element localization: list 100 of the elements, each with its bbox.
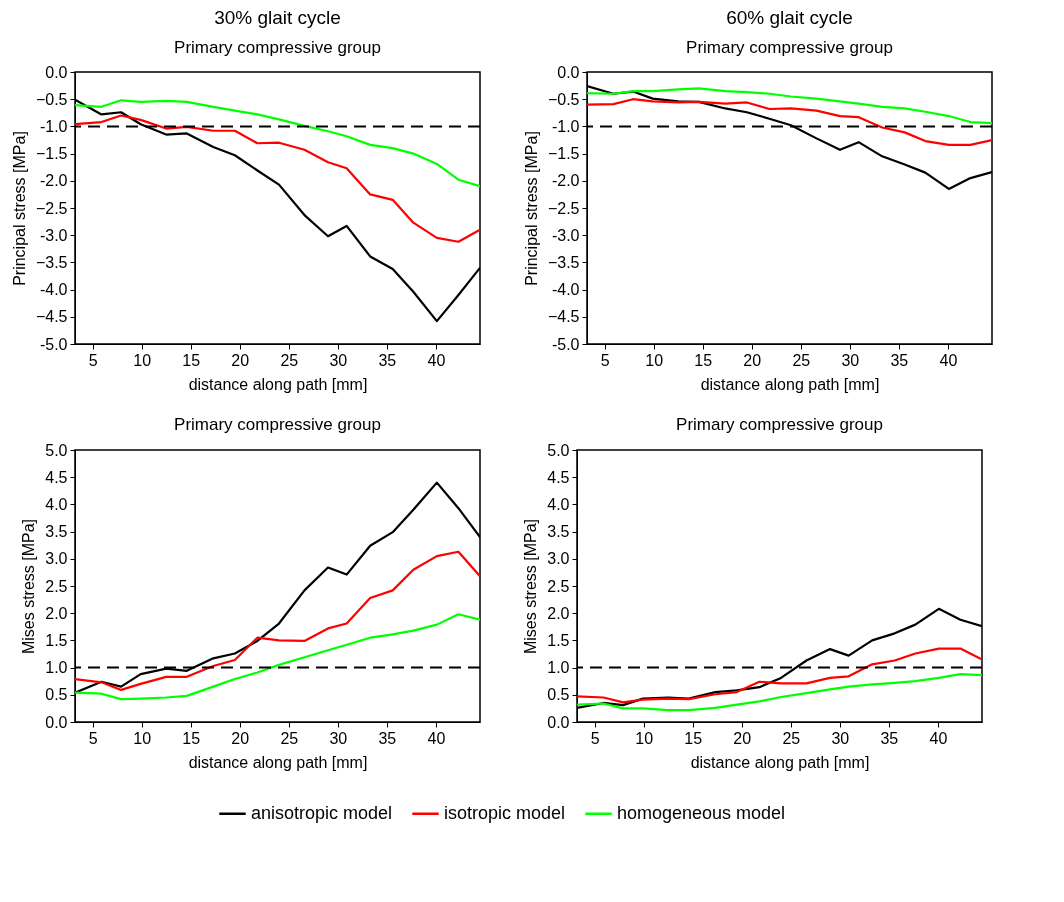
y-tick-label: 2.5	[547, 577, 570, 595]
x-tick-label: 10	[645, 351, 664, 369]
x-tick-label: 40	[939, 351, 958, 369]
y-tick-label: -5.0	[551, 335, 580, 353]
y-tick-label: 1.0	[547, 659, 570, 677]
x-tick-label: 35	[378, 729, 397, 747]
y-tick-label: −1.5	[35, 145, 68, 163]
y-tick-label: 5.0	[45, 441, 68, 459]
y-tick-label: -5.0	[39, 335, 68, 353]
legend-label: anisotropic model	[251, 802, 393, 823]
x-tick-label: 20	[231, 729, 250, 747]
x-tick-label: 5	[88, 351, 98, 369]
y-axis-title: Principal stress [MPa]	[522, 131, 540, 286]
legend-label: isotropic model	[444, 802, 566, 823]
y-tick-label: −1.5	[547, 145, 580, 163]
y-tick-label: 0.0	[45, 713, 68, 731]
y-tick-label: 3.5	[547, 523, 570, 541]
y-tick-label: -3.0	[39, 226, 68, 244]
x-tick-label: 30	[329, 729, 348, 747]
x-tick-label: 15	[694, 351, 713, 369]
y-tick-label: 3.0	[45, 550, 68, 568]
y-tick-label: 0.0	[547, 713, 570, 731]
chart-title: Primary compressive group	[676, 415, 883, 434]
line-series	[587, 87, 992, 125]
y-tick-label: −0.5	[547, 90, 580, 108]
chart-title: Primary compressive group	[174, 415, 381, 434]
x-tick-label: 30	[841, 351, 860, 369]
y-tick-label: −0.5	[35, 90, 68, 108]
line-series	[75, 550, 480, 691]
y-tick-label: -4.0	[551, 281, 580, 299]
y-tick-label: 3.0	[547, 550, 570, 568]
line-series	[587, 98, 992, 146]
y-tick-label: −4.5	[35, 308, 68, 326]
y-tick-label: 4.5	[45, 468, 68, 486]
y-tick-label: 0.0	[45, 63, 68, 81]
x-tick-label: 15	[684, 729, 703, 747]
y-tick-label: 2.0	[547, 604, 570, 622]
x-tick-label: 25	[280, 729, 299, 747]
y-tick-label: −3.5	[547, 253, 580, 271]
x-tick-label: 25	[792, 351, 811, 369]
y-tick-label: 3.5	[45, 523, 68, 541]
x-tick-label: 15	[182, 351, 201, 369]
y-tick-label: 2.0	[45, 604, 68, 622]
x-tick-label: 40	[929, 729, 948, 747]
y-tick-label: −4.5	[547, 308, 580, 326]
x-tick-label: 15	[182, 729, 201, 747]
legend-label: homogeneous model	[617, 802, 786, 823]
x-tick-label: 5	[88, 729, 98, 747]
x-tick-label: 5	[600, 351, 610, 369]
line-series	[75, 99, 480, 188]
x-tick-label: 35	[890, 351, 909, 369]
y-tick-label: 2.5	[45, 577, 68, 595]
y-axis-title: Mises stress [MPa]	[20, 518, 38, 655]
line-series	[577, 647, 982, 704]
x-tick-label: 30	[329, 351, 348, 369]
x-axis-title: distance along path [mm]	[188, 375, 368, 393]
x-tick-label: 5	[590, 729, 600, 747]
x-axis-title: distance along path [mm]	[188, 753, 368, 771]
y-tick-label: 1.5	[45, 631, 68, 649]
y-tick-label: −2.5	[35, 199, 68, 217]
x-tick-label: 10	[133, 729, 152, 747]
y-tick-label: 0.5	[45, 686, 68, 704]
chart-subtitle: Primary compressive group	[686, 38, 893, 57]
line-series	[577, 673, 982, 712]
line-series	[75, 613, 480, 701]
x-tick-label: 30	[831, 729, 850, 747]
y-tick-label: 1.0	[45, 659, 68, 677]
y-tick-label: 0.0	[557, 63, 580, 81]
x-tick-label: 25	[280, 351, 299, 369]
y-tick-label: −2.5	[547, 199, 580, 217]
y-tick-label: -4.0	[39, 281, 68, 299]
x-tick-label: 20	[733, 729, 752, 747]
x-tick-label: 35	[880, 729, 899, 747]
chart-title: 30% glait cycle	[214, 7, 341, 28]
x-tick-label: 40	[427, 729, 446, 747]
x-axis-title: distance along path [mm]	[690, 753, 870, 771]
x-tick-label: 35	[378, 351, 397, 369]
y-tick-label: -2.0	[551, 172, 580, 190]
y-tick-label: 1.5	[547, 631, 570, 649]
y-tick-label: 4.5	[547, 468, 570, 486]
y-tick-label: −3.5	[35, 253, 68, 271]
y-axis-title: Mises stress [MPa]	[522, 518, 540, 655]
y-tick-label: 0.5	[547, 686, 570, 704]
x-tick-label: 20	[743, 351, 762, 369]
y-tick-label: -1.0	[39, 117, 68, 135]
x-tick-label: 20	[231, 351, 250, 369]
x-tick-label: 10	[635, 729, 654, 747]
x-tick-label: 40	[427, 351, 446, 369]
y-tick-label: -1.0	[551, 117, 580, 135]
y-tick-label: -3.0	[551, 226, 580, 244]
y-tick-label: 4.0	[547, 495, 570, 513]
chart-subtitle: Primary compressive group	[174, 38, 381, 57]
chart-title: 60% glait cycle	[726, 7, 853, 28]
line-series	[75, 114, 480, 243]
y-tick-label: -2.0	[39, 172, 68, 190]
y-axis-title: Principal stress [MPa]	[10, 131, 28, 286]
y-tick-label: 5.0	[547, 441, 570, 459]
y-tick-label: 4.0	[45, 495, 68, 513]
x-axis-title: distance along path [mm]	[700, 375, 880, 393]
x-tick-label: 25	[782, 729, 801, 747]
